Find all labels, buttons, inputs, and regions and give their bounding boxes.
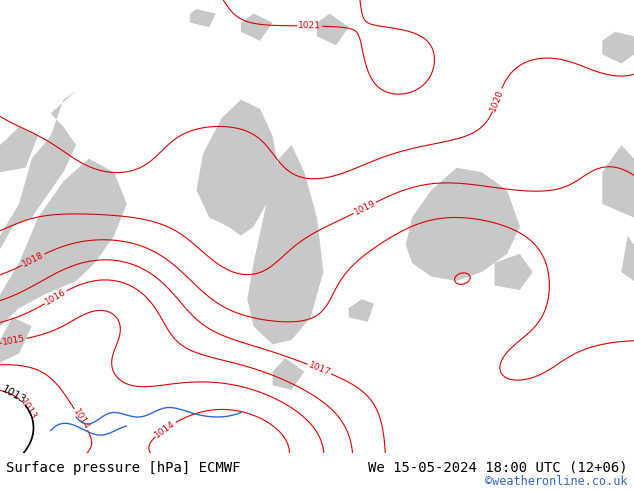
Polygon shape bbox=[273, 358, 304, 390]
Polygon shape bbox=[495, 254, 533, 290]
Polygon shape bbox=[602, 145, 634, 218]
Text: 1014: 1014 bbox=[153, 418, 178, 439]
Polygon shape bbox=[0, 318, 32, 363]
Polygon shape bbox=[0, 159, 127, 326]
Text: 1014: 1014 bbox=[71, 407, 91, 432]
Text: 1017: 1017 bbox=[307, 361, 332, 377]
Text: 1021: 1021 bbox=[299, 22, 321, 31]
Polygon shape bbox=[247, 145, 323, 344]
Text: 1013: 1013 bbox=[18, 397, 38, 421]
Polygon shape bbox=[0, 127, 38, 172]
Polygon shape bbox=[241, 14, 273, 41]
Text: 1019: 1019 bbox=[353, 199, 377, 217]
Polygon shape bbox=[0, 91, 76, 249]
Polygon shape bbox=[349, 299, 374, 322]
Text: 1018: 1018 bbox=[21, 250, 46, 269]
Polygon shape bbox=[621, 236, 634, 281]
Polygon shape bbox=[317, 14, 349, 46]
Text: 1016: 1016 bbox=[43, 288, 68, 307]
Polygon shape bbox=[406, 168, 520, 281]
Text: 1020: 1020 bbox=[489, 88, 505, 112]
Text: ©weatheronline.co.uk: ©weatheronline.co.uk bbox=[485, 475, 628, 488]
Polygon shape bbox=[602, 32, 634, 63]
Text: Surface pressure [hPa] ECMWF: Surface pressure [hPa] ECMWF bbox=[6, 461, 241, 475]
Text: 1015: 1015 bbox=[2, 334, 27, 347]
Text: 1013: 1013 bbox=[0, 385, 27, 406]
Polygon shape bbox=[190, 9, 216, 27]
Polygon shape bbox=[197, 100, 279, 236]
Text: We 15-05-2024 18:00 UTC (12+06): We 15-05-2024 18:00 UTC (12+06) bbox=[368, 461, 628, 475]
